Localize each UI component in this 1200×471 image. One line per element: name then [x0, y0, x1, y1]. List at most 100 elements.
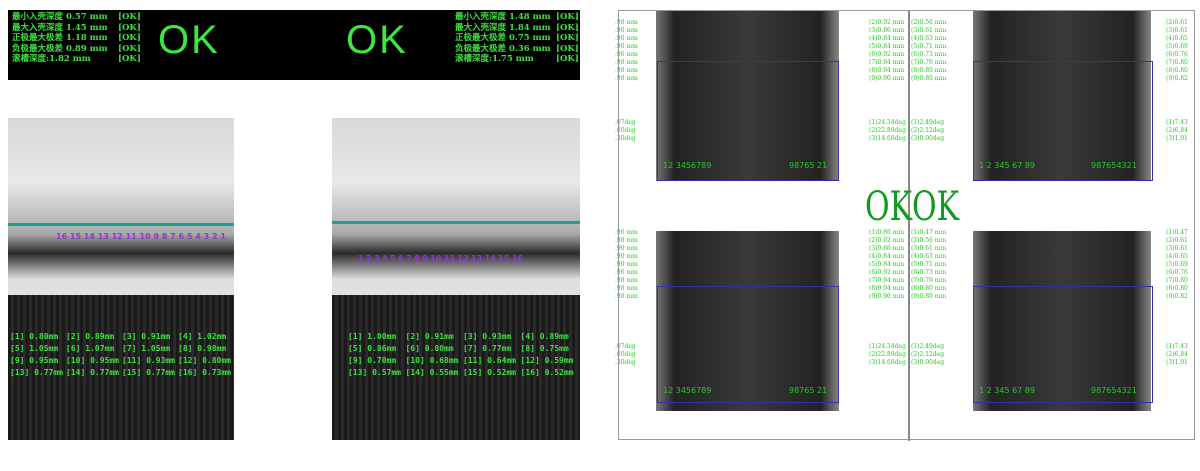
ok-flag: [OK]: [118, 33, 141, 43]
r-list: (1)0.47 mm (2)0.56 mm (3)0.61 mm (4)0.63 mm…: [911, 229, 946, 301]
depth-value: [2] 0.91mm: [405, 332, 454, 341]
measurement: .90 mm: [615, 27, 638, 34]
electrode-label: 5: [186, 232, 193, 241]
roi-box-bl: [657, 286, 839, 403]
depth-value: [8] 0.98mm: [178, 344, 227, 353]
angle: (1)2.49deg: [911, 343, 945, 350]
roi-box-br: [973, 286, 1153, 403]
electrode-label: 12: [457, 254, 469, 263]
ok-flag: [OK]: [556, 43, 579, 54]
measurement-line: 负极最大极差 0.36 mm: [455, 43, 551, 54]
mid-angles: (1)24.34deg (2)22.89deg (3)14.68deg: [869, 119, 906, 143]
angle: (2)22.89deg: [869, 351, 906, 358]
roi-box-tr: [973, 61, 1153, 181]
measurement-line: 滚槽深度:1.75 mm: [455, 54, 534, 64]
depth-value: [15] 0.52mm: [463, 368, 516, 377]
angle: .00deg: [615, 127, 636, 134]
measurement: .98 mm: [615, 67, 638, 74]
electrode-label: 12: [111, 232, 123, 241]
measurement: .98 mm: [615, 293, 638, 300]
measurement: .98 mm: [615, 277, 638, 284]
measurement: (4)0.63 mm: [911, 253, 947, 260]
depth-value: [14] 0.77mm: [66, 368, 119, 377]
measurement: .90 mm: [615, 253, 638, 260]
depth-value: [4] 1.02mm: [178, 332, 227, 341]
depth-value: [9] 0.95mm: [10, 356, 59, 365]
electrode-label: 2: [366, 254, 372, 263]
measurement: (2)0.92 mm: [869, 237, 905, 244]
depth-value: [6] 1.07mm: [66, 344, 115, 353]
angle: (1)2.49deg: [911, 119, 945, 126]
measurement-line: 最大入壳深度 1.45 mm: [12, 22, 108, 33]
left-inspection-view: 最小入壳深度 0.57 mm 最大入壳深度 1.45 mm 正极最大极差 1.18 …: [8, 10, 580, 440]
measurement: (2)0.92 mm: [869, 19, 905, 26]
r-angles: (1)2.49deg (2)2.12deg (3)0.00deg: [911, 119, 944, 143]
measurement: .98 mm: [615, 19, 638, 26]
electrode-label: 15: [69, 232, 82, 241]
depth-value: [10] 0.68mm: [405, 356, 459, 365]
depth-value: [3] 0.91mm: [122, 332, 171, 341]
measurement: (6)0.76: [1166, 269, 1188, 276]
flags-b: [OK] [OK] [OK] [OK] [OK]: [556, 12, 579, 65]
electrode-label: 6: [178, 232, 185, 241]
depth-value: [13] 0.57mm: [348, 368, 401, 377]
electrode-label: 3: [203, 232, 210, 241]
depth-value: [16] 0.52mm: [520, 368, 574, 377]
angle: (1)7.43: [1166, 119, 1188, 126]
measurement: .96 mm: [615, 229, 638, 236]
measurement: (1)0.47 mm: [911, 229, 947, 236]
far-list: (2)0.61 (3)0.61 (4)0.65 (5)0.69 (6)0.76 (7)0.…: [1166, 19, 1188, 83]
electrode-label: 13: [471, 254, 483, 263]
measurement: (7)0.94 mm: [869, 59, 905, 66]
measurement: (9)0.82: [1166, 75, 1188, 82]
measurement-line: 最小入壳深度 1.48 mm: [455, 12, 551, 22]
measurement: (3)0.86 mm: [869, 245, 905, 252]
electrode-label: 8: [161, 232, 168, 241]
depth-value: [12] 0.59mm: [520, 356, 574, 365]
measurement: .90 mm: [615, 245, 638, 252]
depth-value: [16] 0.73mm: [178, 368, 231, 377]
measurement: (6)0.73 mm: [911, 51, 947, 58]
measurements-b: 最小入壳深度 1.48 mm 最大入壳深度 1.84 mm 正极最大极差 0.75 …: [455, 12, 551, 65]
electrode-labels: 1 2 345 67 89: [979, 161, 1035, 170]
angle: .07deg: [615, 343, 636, 350]
values-area-a: [8, 295, 234, 440]
angle: .30deg: [615, 359, 636, 366]
measurement: (4)0.84 mm: [869, 253, 905, 260]
depth-value: [5] 0.86mm: [348, 344, 397, 353]
electrode-label: 1: [220, 232, 226, 241]
edge-angles: .07deg .00deg .30deg: [615, 119, 636, 143]
angle: (3)1.91: [1166, 359, 1188, 366]
ok-status-b: OK: [346, 18, 408, 62]
angle: (2)6.84: [1166, 127, 1188, 134]
electrode-label: 1: [358, 254, 364, 263]
depth-values-b: [1] 1.00mm [2] 0.91mm [3] 0.93mm [4] 0.89mm…: [348, 332, 578, 377]
measurement: (1)0.86 mm: [869, 229, 905, 236]
depth-values-a: [1] 0.80mm [2] 0.89mm [3] 0.91mm [4] 1.02mm…: [10, 332, 234, 377]
mid-list: (2)0.92 mm (3)0.86 mm (4)0.84 mm (5)0.84 mm…: [869, 19, 904, 83]
reference-line-a: [8, 223, 234, 226]
electrode-label: 3: [374, 254, 380, 263]
measurement: (6)0.92 mm: [869, 269, 905, 276]
measurement: (2)0.61: [1166, 19, 1188, 26]
angle: .07deg: [615, 119, 636, 126]
electrode-label: 14: [484, 254, 496, 263]
electrode-labels: 987654321: [1091, 161, 1137, 170]
measurement: (9)0.82: [1166, 293, 1188, 300]
measurement: (7)0.80: [1166, 277, 1188, 284]
measurement: (2)0.61: [1166, 237, 1188, 244]
electrode-label: 14: [83, 232, 95, 241]
electrode-label: 8: [414, 254, 420, 263]
measurement: (9)0.80 mm: [911, 75, 947, 82]
measurement: (8)0.80: [1166, 67, 1188, 74]
measurement: (6)0.73 mm: [911, 269, 947, 276]
angle: (2)2.12deg: [911, 351, 945, 358]
electrode-label: 10: [139, 232, 151, 241]
right-inspection-view: OK OK .98 mm .90 mm .90 mm .90 mm .96 mm .98 …: [615, 10, 1195, 441]
flags-a: [OK] [OK] [OK] [OK] [OK]: [118, 12, 141, 65]
measurement: (8)0.80: [1166, 285, 1188, 292]
measurement: (4)0.63 mm: [911, 35, 947, 42]
measurement: (8)0.94 mm: [869, 285, 905, 292]
measurement: (2)0.56 mm: [911, 237, 947, 244]
mid-list: (1)0.86 mm (2)0.92 mm (3)0.86 mm (4)0.84 mm…: [869, 229, 904, 301]
